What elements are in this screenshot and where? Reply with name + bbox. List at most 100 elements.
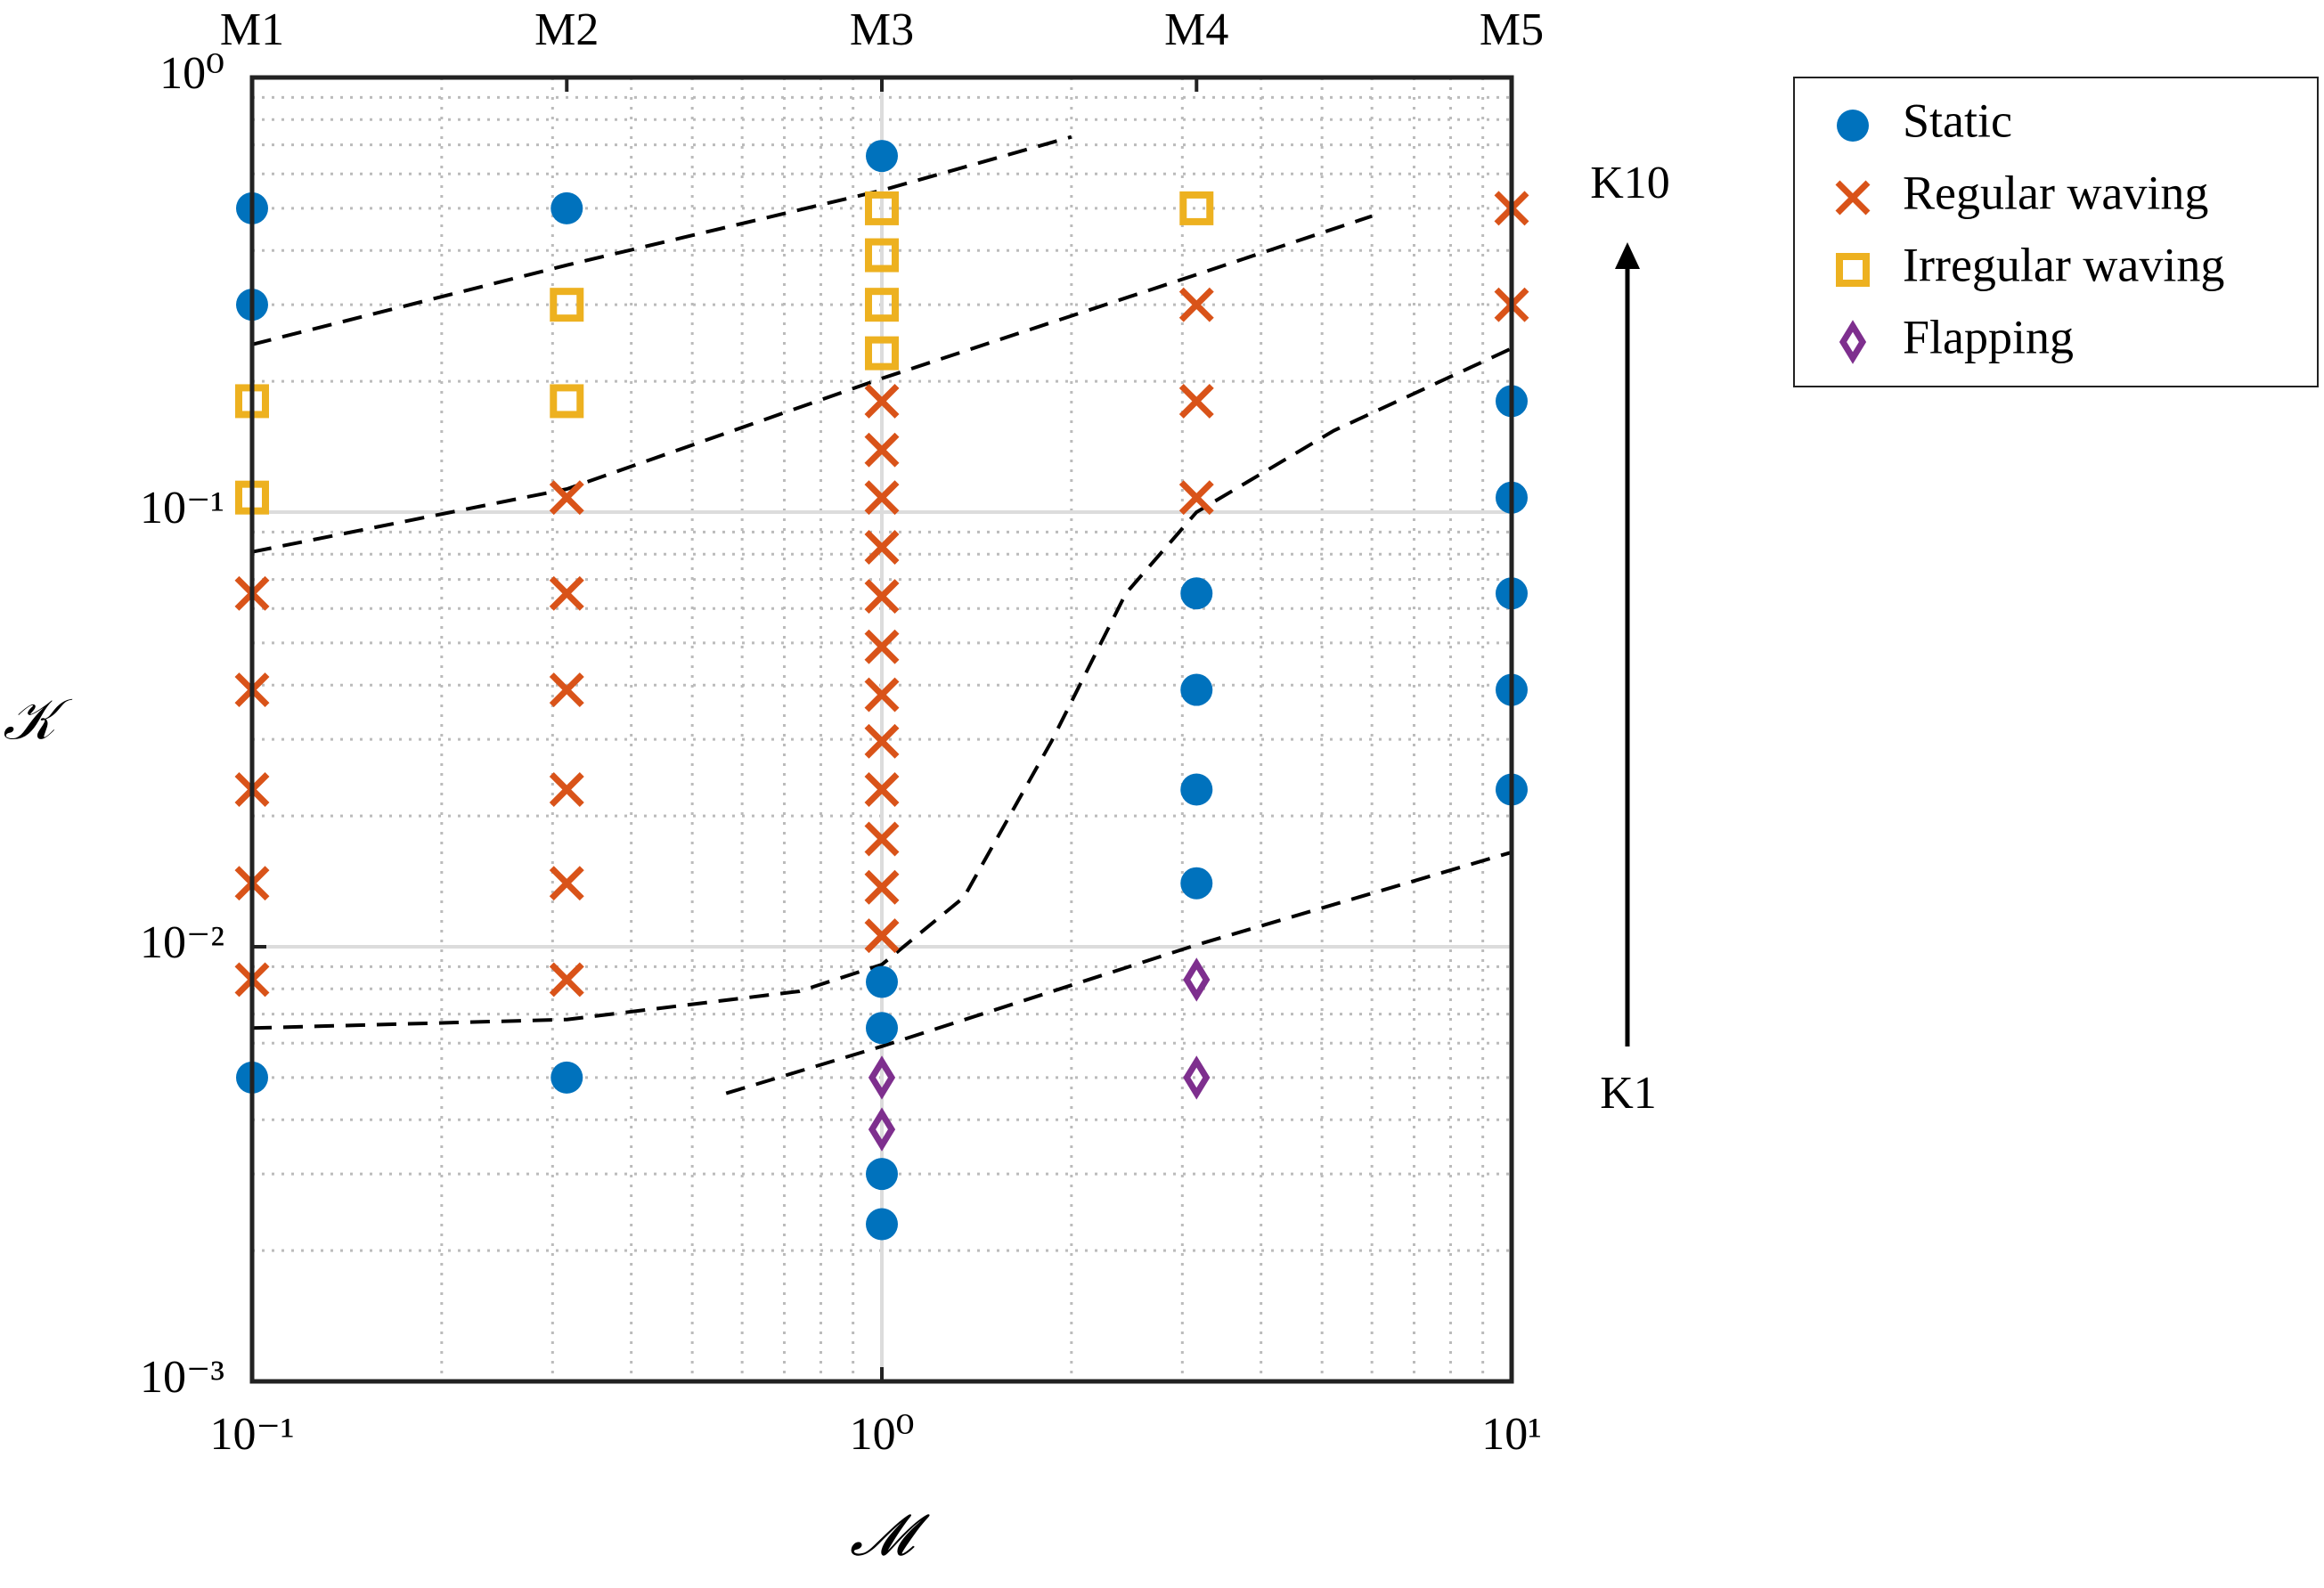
marker-shape <box>1180 773 1213 806</box>
marker-circle <box>1837 110 1869 142</box>
marker-shape <box>1839 320 1867 364</box>
marker-square <box>550 288 584 322</box>
marker-shape <box>866 1012 898 1045</box>
boundary-line <box>251 134 1072 346</box>
marker-square <box>865 336 899 371</box>
marker-circle <box>550 191 583 224</box>
marker-cross <box>549 672 584 708</box>
marker-cross <box>864 918 900 954</box>
marker-shape <box>1183 957 1211 1002</box>
annotation: K10 <box>1590 158 1670 208</box>
marker-shape <box>868 1107 896 1152</box>
marker-shape <box>1183 1055 1211 1100</box>
marker-shape <box>1180 577 1213 610</box>
x-axis-label: 𝓜 <box>850 1504 930 1568</box>
marker-cross <box>864 677 900 713</box>
marker-shape <box>865 238 899 273</box>
marker-shape <box>866 965 898 998</box>
y-axis-label: 𝒦 <box>3 688 73 752</box>
marker-circle <box>1180 673 1213 706</box>
marker-cross <box>864 629 900 664</box>
marker-shape <box>864 772 900 807</box>
marker-shape <box>864 383 900 419</box>
marker-circle <box>866 140 898 173</box>
marker-shape <box>1180 867 1213 900</box>
marker-shape <box>864 579 900 615</box>
marker-diamond <box>1183 1055 1211 1100</box>
marker-diamond <box>868 1055 896 1100</box>
top-tick-label: M5 <box>1480 4 1544 55</box>
marker-shape <box>864 723 900 759</box>
marker-circle <box>1180 867 1213 900</box>
marker-shape <box>865 336 899 371</box>
marker-square <box>865 238 899 273</box>
legend-label: Regular waving <box>1903 166 2208 219</box>
marker-shape <box>1178 383 1214 419</box>
legend-label: Irregular waving <box>1903 238 2224 291</box>
y-tick-label: 10⁻¹ <box>140 483 224 533</box>
marker-shape <box>864 530 900 565</box>
marker-shape <box>1178 480 1214 516</box>
marker-circle <box>866 965 898 998</box>
marker-square <box>1179 191 1214 225</box>
marker-shape <box>1837 110 1869 142</box>
marker-shape <box>1835 180 1871 216</box>
top-tick-label: M3 <box>850 4 914 55</box>
boundary-line <box>725 850 1513 1095</box>
marker-cross <box>549 575 584 611</box>
marker-cross <box>1835 180 1871 216</box>
marker-circle <box>1180 577 1213 610</box>
x-tick-label: 10⁻¹ <box>209 1409 294 1460</box>
marker-cross <box>1178 480 1214 516</box>
legend-label: Flapping <box>1903 310 2074 363</box>
marker-cross <box>864 772 900 807</box>
top-tick-label: M1 <box>220 4 284 55</box>
marker-shape <box>550 1061 583 1094</box>
marker-shape <box>864 821 900 857</box>
top-tick-label: M2 <box>534 4 599 55</box>
marker-cross <box>864 530 900 565</box>
arrow-head <box>1615 242 1640 269</box>
marker-shape <box>864 869 900 905</box>
marker-shape <box>866 140 898 173</box>
marker-square <box>865 191 899 225</box>
marker-shape <box>864 629 900 664</box>
marker-circle <box>550 1061 583 1094</box>
marker-cross <box>549 480 584 516</box>
y-tick-label: 10⁻² <box>140 917 224 968</box>
marker-cross <box>549 962 584 998</box>
legend-box <box>1793 77 2319 387</box>
marker-cross <box>864 821 900 857</box>
marker-shape <box>549 772 584 807</box>
marker-shape <box>549 575 584 611</box>
marker-shape <box>865 288 899 322</box>
marker-circle <box>866 1208 898 1241</box>
marker-cross <box>864 723 900 759</box>
top-tick-label: M4 <box>1164 4 1228 55</box>
marker-shape <box>1178 287 1214 322</box>
marker-shape <box>864 432 900 468</box>
x-tick-label: 10⁰ <box>850 1409 915 1460</box>
marker-cross <box>1178 383 1214 419</box>
annotation: K1 <box>1600 1068 1657 1119</box>
marker-shape <box>1179 191 1214 225</box>
marker-square <box>865 288 899 322</box>
marker-cross <box>549 772 584 807</box>
marker-cross <box>1178 287 1214 322</box>
marker-shape <box>866 1208 898 1241</box>
marker-diamond <box>868 1107 896 1152</box>
marker-cross <box>864 869 900 905</box>
marker-cross <box>864 480 900 516</box>
marker-diamond <box>1183 957 1211 1002</box>
marker-square <box>1836 253 1870 287</box>
marker-shape <box>868 1055 896 1100</box>
marker-shape <box>864 677 900 713</box>
marker-shape <box>865 191 899 225</box>
marker-cross <box>864 383 900 419</box>
boundary-line <box>251 214 1373 554</box>
marker-shape <box>549 480 584 516</box>
marker-shape <box>549 962 584 998</box>
marker-circle <box>866 1012 898 1045</box>
